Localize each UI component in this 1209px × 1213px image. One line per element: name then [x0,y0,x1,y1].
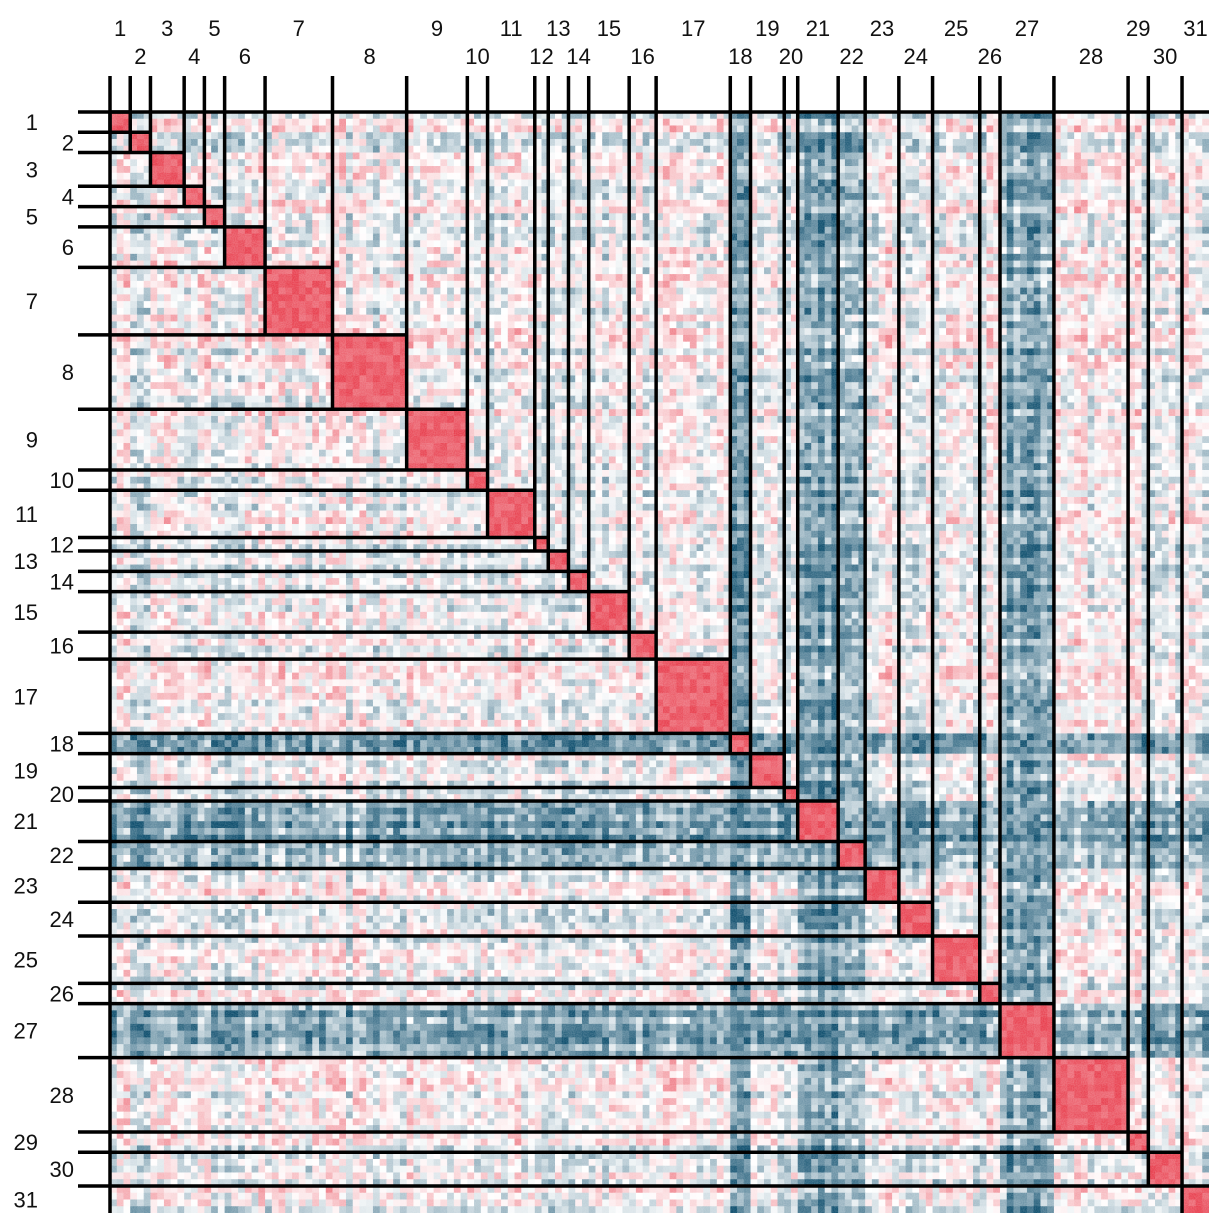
cluster-correlation-heatmap: 1234567891011121314151617181920212223242… [14,16,1209,1213]
